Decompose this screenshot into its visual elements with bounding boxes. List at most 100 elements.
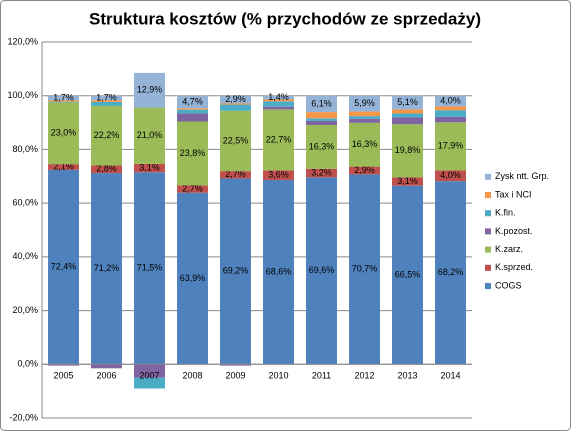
bar-segment xyxy=(134,72,165,108)
data-label: 68,6% xyxy=(266,267,292,277)
legend-label: K.zarz. xyxy=(495,244,523,254)
bar-segment xyxy=(349,174,380,365)
bar-segment xyxy=(177,113,208,122)
bar-segment xyxy=(91,173,122,365)
data-label: 12,9% xyxy=(137,85,163,95)
x-tick-label: 2013 xyxy=(397,371,417,381)
data-label: 68,2% xyxy=(438,267,464,277)
bar-segment xyxy=(48,102,79,165)
x-tick-label: 2014 xyxy=(440,371,460,381)
data-label: 71,5% xyxy=(137,263,163,273)
bar-segment xyxy=(392,95,423,110)
data-label: 4,0% xyxy=(440,95,461,105)
data-label: 5,9% xyxy=(354,98,375,108)
legend-swatch xyxy=(485,264,491,271)
y-tick-label: 80,0% xyxy=(12,144,38,154)
bar-segment xyxy=(220,104,251,111)
bar-segment xyxy=(349,111,380,117)
bar-segment xyxy=(349,116,380,119)
bar-segment xyxy=(435,170,466,182)
legend-label: COGS xyxy=(495,280,522,290)
bar-segment xyxy=(435,116,466,123)
bar-segment xyxy=(134,107,165,164)
bar-segment xyxy=(91,95,122,101)
y-tick-label: 100,0% xyxy=(7,90,38,100)
bar-segment xyxy=(220,95,251,104)
data-label: 23,8% xyxy=(180,148,206,158)
bar-segment xyxy=(306,95,337,113)
bar-segment xyxy=(263,101,294,107)
legend-swatch xyxy=(485,192,491,198)
bar-segment xyxy=(392,113,423,118)
legend-swatch xyxy=(485,283,491,289)
legend-swatch xyxy=(485,228,491,235)
legend-label: K.fin. xyxy=(495,208,516,218)
bar-segment xyxy=(263,99,294,102)
bar-segment xyxy=(435,181,466,365)
bar-segment xyxy=(177,121,208,186)
bar-segment xyxy=(263,95,294,100)
data-label: 16,3% xyxy=(352,139,378,149)
data-label: 4,7% xyxy=(182,96,203,106)
data-label: 63,9% xyxy=(180,273,206,283)
bar-segment xyxy=(48,169,79,365)
data-label: 22,7% xyxy=(266,134,292,144)
x-tick-label: 2005 xyxy=(53,371,73,381)
data-label: 69,2% xyxy=(223,266,249,276)
legend-swatch xyxy=(485,210,491,217)
bar-segment xyxy=(392,177,423,186)
bar-segment xyxy=(306,124,337,169)
y-tick-label: 40,0% xyxy=(12,251,38,261)
data-label: 2,7% xyxy=(225,169,246,179)
y-tick-label: 20,0% xyxy=(12,305,38,315)
bar-segment xyxy=(177,185,208,193)
data-label: 3,2% xyxy=(311,167,332,177)
data-label: 71,2% xyxy=(94,263,120,273)
x-tick-label: 2008 xyxy=(182,371,202,381)
y-tick-label: 120,0% xyxy=(7,36,38,46)
x-tick-label: 2012 xyxy=(354,371,374,381)
legend-label: Tax i NCI xyxy=(495,189,532,199)
data-label: 2,8% xyxy=(96,164,117,174)
bar-segment xyxy=(134,364,165,378)
bar-segment xyxy=(435,106,466,111)
legend-swatch xyxy=(485,246,491,253)
bar-segment xyxy=(263,180,294,365)
data-label: 1,7% xyxy=(53,92,74,102)
data-label: 2,1% xyxy=(53,161,74,171)
data-label: 2,9% xyxy=(354,165,375,175)
bar-segment xyxy=(263,106,294,110)
bar-segment xyxy=(91,364,122,369)
bar-segment xyxy=(349,166,380,175)
bar-segment xyxy=(392,124,423,178)
x-tick-label: 2011 xyxy=(312,371,331,381)
data-label: 66,5% xyxy=(395,269,421,279)
bar-segment xyxy=(48,101,79,103)
bar-segment xyxy=(91,101,122,106)
data-label: 6,1% xyxy=(311,98,332,108)
data-label: 19,8% xyxy=(395,145,421,155)
bar-segment xyxy=(306,118,337,121)
bar-segment xyxy=(177,109,208,114)
bar-segment xyxy=(220,178,251,365)
data-label: 5,1% xyxy=(397,97,418,107)
data-label: 22,2% xyxy=(94,130,120,140)
bar-segment xyxy=(91,165,122,174)
data-label: 69,6% xyxy=(309,265,335,275)
bar-segment xyxy=(48,164,79,170)
bar-segment xyxy=(134,377,165,389)
y-tick-label: 60,0% xyxy=(12,198,38,208)
bar-segment xyxy=(392,109,423,114)
bar-segment xyxy=(91,100,122,102)
data-label: 1,4% xyxy=(268,92,289,102)
data-label: 21,0% xyxy=(137,130,163,140)
data-label: 16,3% xyxy=(309,141,335,151)
bar-segment xyxy=(177,95,208,109)
bar-segment xyxy=(220,110,251,172)
data-label: 2,7% xyxy=(182,183,203,193)
bar-segment xyxy=(435,95,466,107)
bar-segment xyxy=(220,171,251,179)
data-label: 23,0% xyxy=(51,128,77,138)
data-label: 3,6% xyxy=(268,170,289,180)
